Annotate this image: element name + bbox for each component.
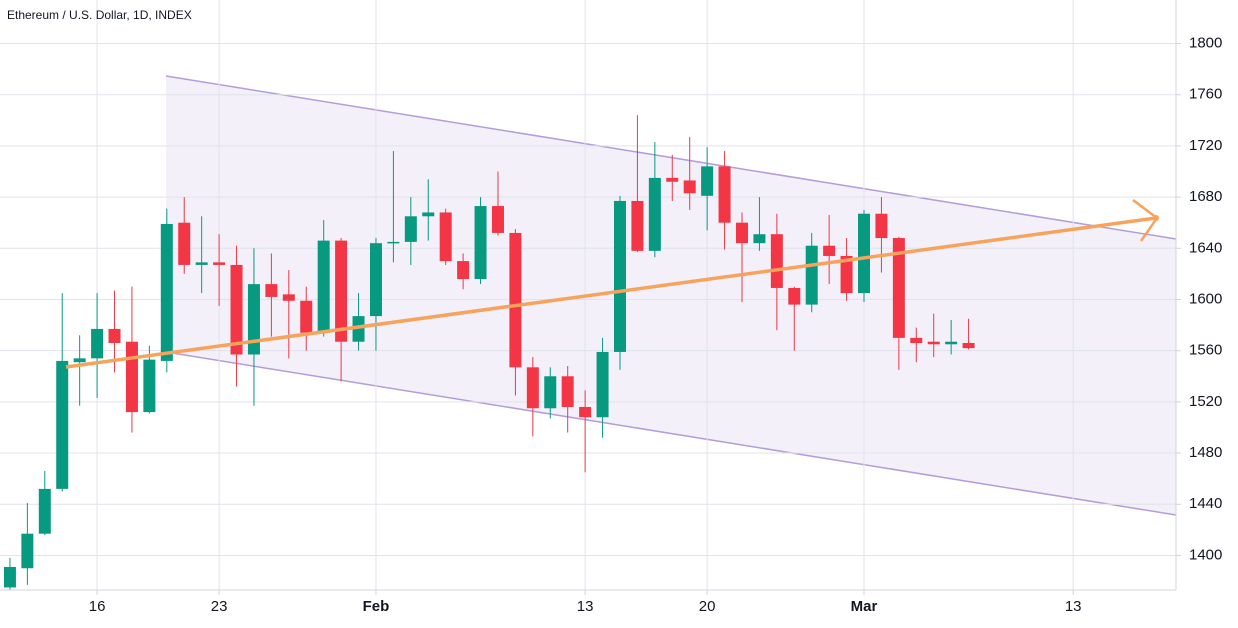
x-tick-label: 23	[211, 598, 228, 615]
candle-body	[125, 341, 138, 413]
candle-body	[858, 213, 871, 294]
candle-body	[404, 216, 417, 242]
y-tick-label: 1800	[1189, 34, 1222, 51]
candle-body	[160, 223, 173, 361]
candle-body	[910, 337, 923, 343]
channel-lower	[165, 351, 1177, 516]
candle-body	[108, 328, 121, 343]
x-tick-label: Feb	[363, 598, 390, 615]
candle-body	[509, 232, 522, 368]
candle-body	[143, 359, 156, 413]
candle-body	[21, 533, 34, 569]
candle-body	[317, 240, 330, 333]
y-tick-label: 1560	[1189, 342, 1222, 359]
channel-upper	[165, 75, 1177, 240]
y-tick-label: 1480	[1189, 444, 1222, 461]
candle-body	[596, 351, 609, 418]
candle-body	[753, 234, 766, 244]
x-tick-label: Mar	[851, 598, 878, 615]
candle-body	[73, 358, 86, 363]
candle-body	[387, 241, 400, 244]
candle-body	[178, 222, 191, 265]
candle-body	[648, 177, 661, 251]
candle-body	[265, 284, 278, 297]
candle-body	[56, 360, 69, 489]
candle-body	[701, 166, 714, 196]
candle-body	[457, 261, 470, 280]
trend-arrow	[65, 199, 1159, 369]
candle-body	[247, 284, 260, 355]
arrow-dot	[1153, 215, 1159, 221]
candle-body	[91, 328, 104, 359]
x-tick-label: 13	[577, 598, 594, 615]
y-tick-label: 1600	[1189, 290, 1222, 307]
trend-line	[65, 216, 1157, 369]
candle-body	[544, 376, 557, 409]
candle-body	[805, 245, 818, 305]
candle-body	[300, 300, 313, 333]
x-tick-label: 13	[1065, 598, 1082, 615]
candle-body	[335, 240, 348, 342]
candle-body	[840, 255, 853, 294]
candle-body	[526, 367, 539, 409]
candle-body	[439, 212, 452, 262]
chart-title: Ethereum / U.S. Dollar, 1D, INDEX	[7, 8, 192, 22]
candle-body	[770, 234, 783, 288]
candle-body	[962, 342, 975, 349]
drawings	[165, 75, 1177, 516]
channel-fill	[166, 76, 1176, 515]
candle-body	[683, 180, 696, 194]
candle-body	[282, 294, 295, 301]
candles	[3, 115, 975, 590]
y-tick-label: 1520	[1189, 393, 1222, 410]
candle-body	[613, 200, 626, 352]
candle-body	[195, 262, 208, 265]
candle-body	[579, 406, 592, 418]
candle-body	[38, 488, 51, 534]
candle-body	[491, 206, 504, 233]
candle-body	[718, 166, 731, 223]
candle-body	[631, 200, 644, 251]
candle-body	[945, 341, 958, 345]
candle-body	[352, 316, 365, 342]
x-tick-label: 20	[699, 598, 716, 615]
y-tick-label: 1640	[1189, 239, 1222, 256]
candle-body	[927, 341, 940, 345]
candle-body	[422, 212, 435, 217]
candle-body	[823, 245, 836, 256]
candle-body	[666, 177, 679, 182]
candle-body	[230, 264, 243, 355]
y-tick-label: 1440	[1189, 495, 1222, 512]
candle-body	[3, 566, 16, 588]
candle-body	[735, 222, 748, 244]
y-tick-label: 1400	[1189, 546, 1222, 563]
y-tick-label: 1680	[1189, 188, 1222, 205]
y-tick-label: 1720	[1189, 137, 1222, 154]
axes: 1400 1440 1480 1520 1560 1600 1640 1680 1720 1760…	[89, 34, 1223, 614]
x-tick-label: 16	[89, 598, 106, 615]
candle-body	[561, 376, 574, 407]
candle-body	[474, 206, 487, 280]
candle-body	[369, 243, 382, 317]
candle-body	[788, 287, 801, 305]
candle-body	[892, 238, 905, 338]
y-tick-label: 1760	[1189, 86, 1222, 103]
candle-body	[875, 213, 888, 239]
candle-body	[213, 262, 226, 265]
